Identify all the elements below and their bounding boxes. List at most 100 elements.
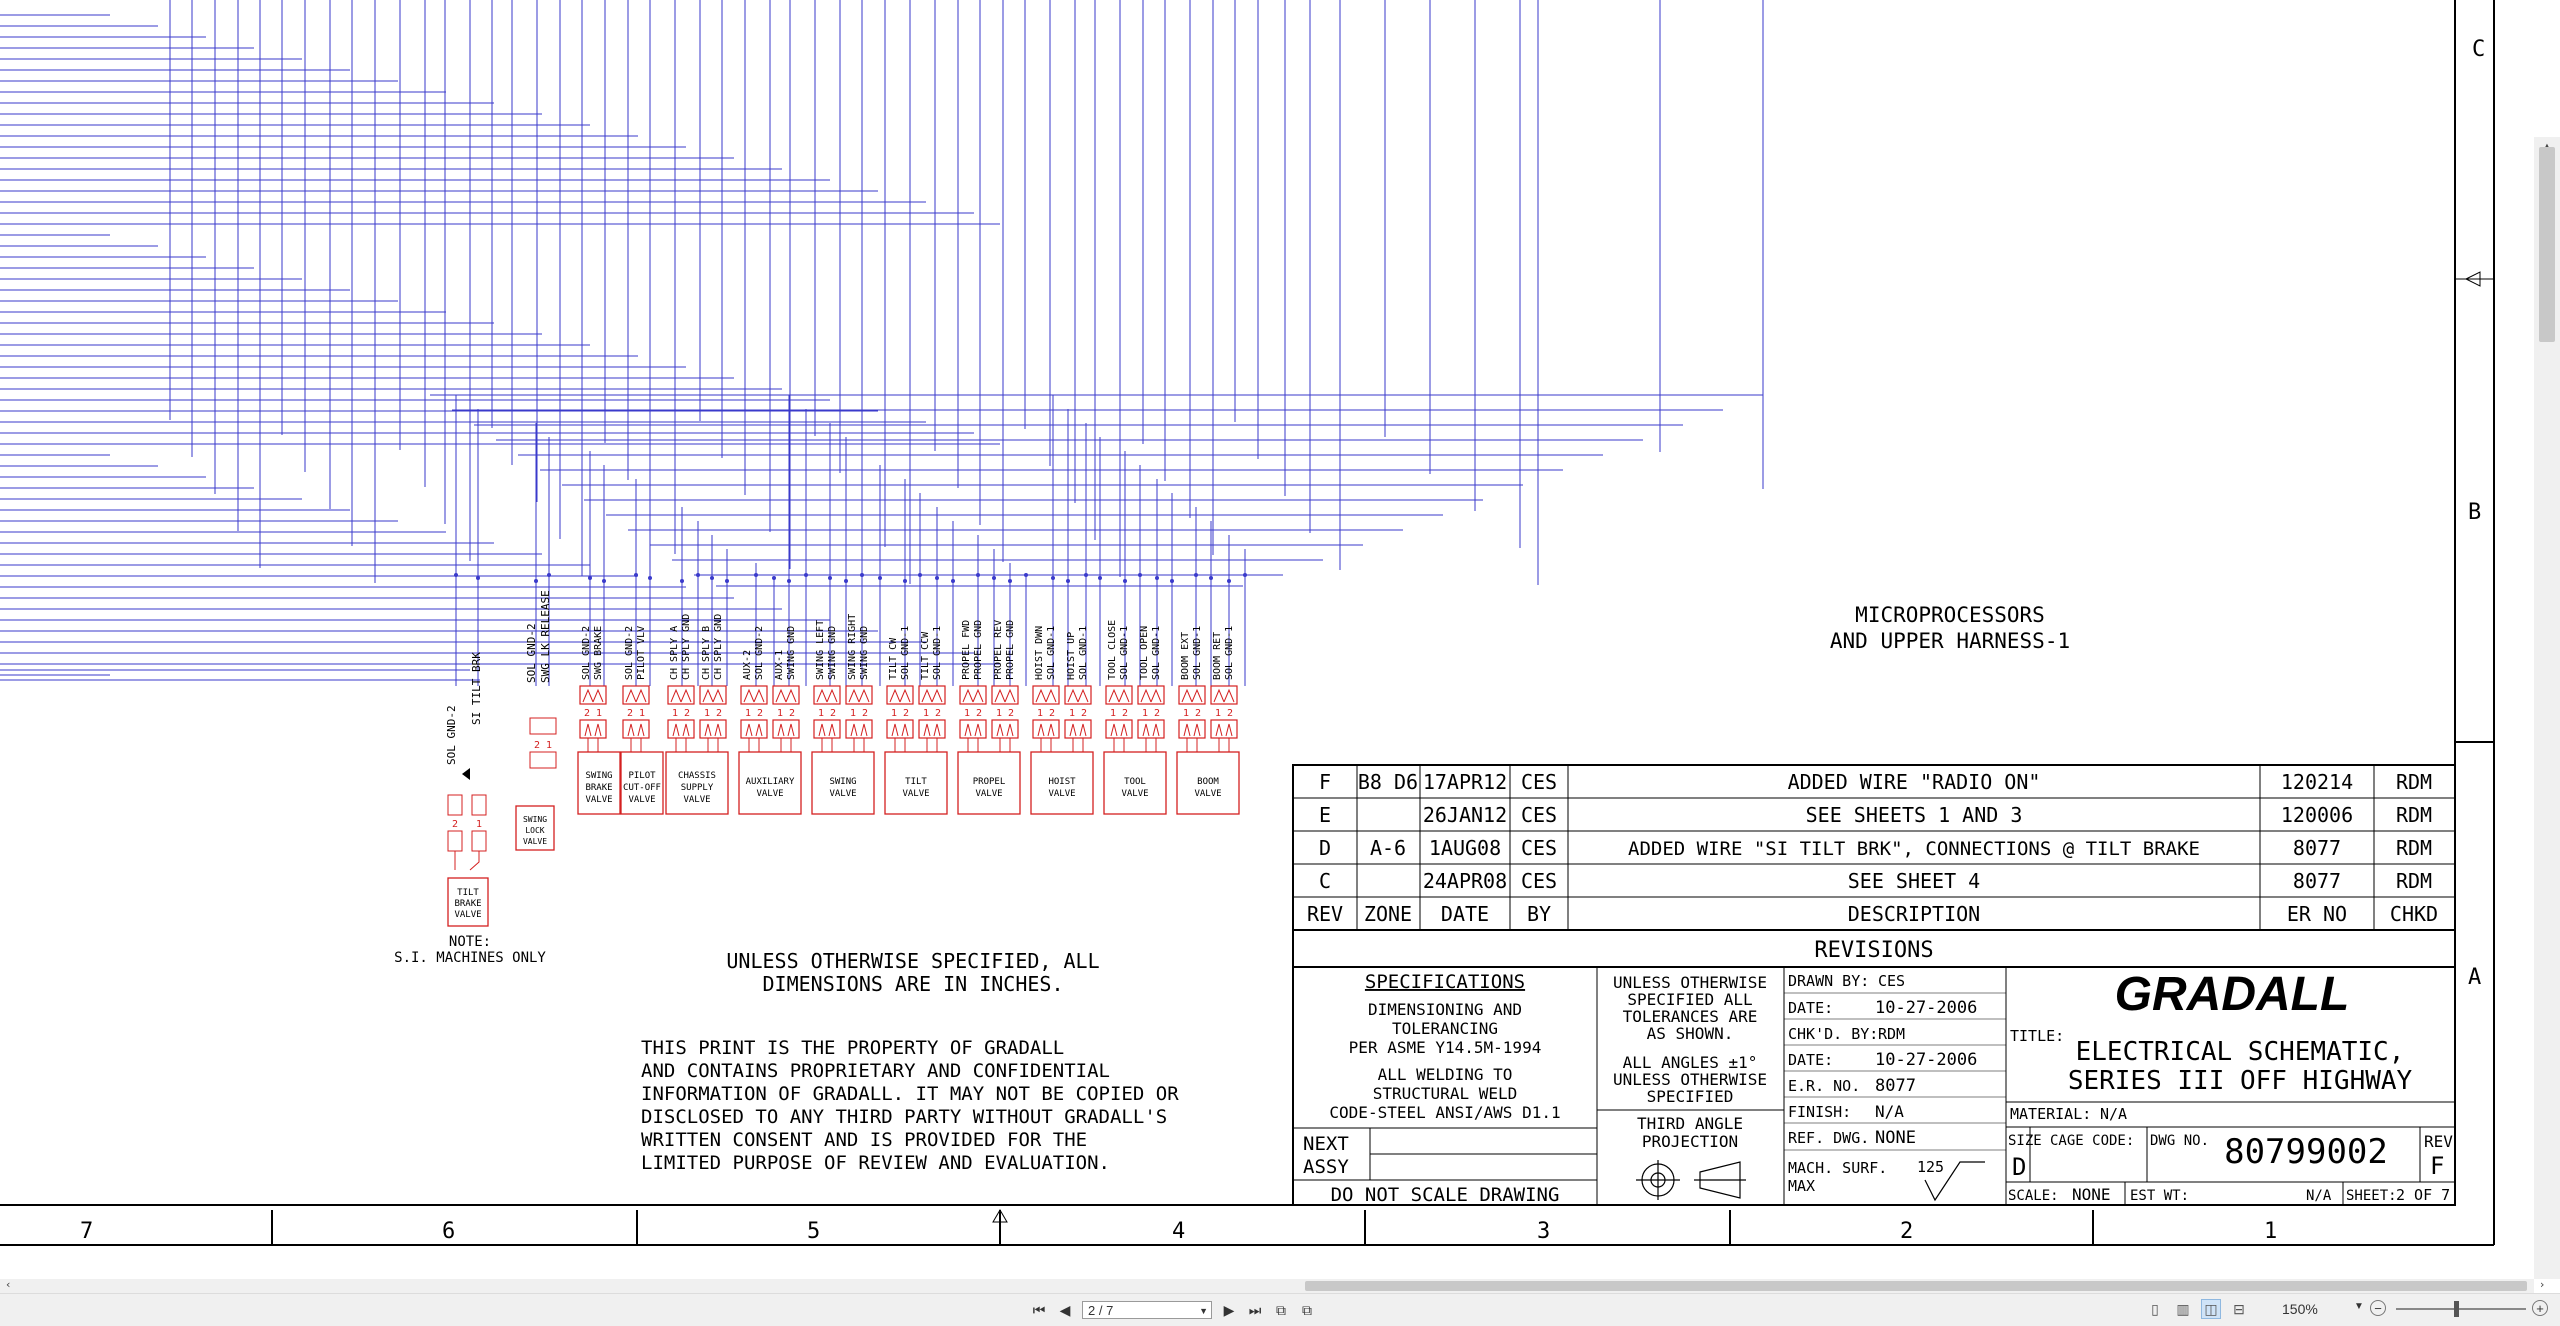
connector-plug: [471, 794, 487, 816]
column-number-7: 7: [80, 1219, 93, 1244]
scroll-left-icon[interactable]: ‹: [6, 1278, 11, 1291]
connector-plug: [991, 685, 1019, 705]
by-cell: CES: [1521, 836, 1557, 860]
valve-label: VALVE: [1121, 789, 1148, 799]
valve-label: AUXILIARY: [746, 777, 795, 787]
microprocessor-title-line2: AND UPPER HARNESS-1: [1830, 629, 2070, 653]
wire-label: PROPEL GND: [973, 620, 984, 680]
wire-label: SWING GND: [786, 626, 797, 680]
spec-line: PER ASME Y14.5M-1994: [1349, 1038, 1542, 1057]
wire-junction: [1051, 576, 1055, 580]
pin-label: 1 2: [818, 708, 836, 719]
pin-label: 1 2: [1069, 708, 1087, 719]
sheet-label: SHEET:: [2346, 1188, 2397, 1204]
column-number-4: 4: [1172, 1219, 1185, 1244]
scroll-right-icon[interactable]: ›: [2540, 1278, 2545, 1291]
date-value: 10-27-2006: [1875, 1050, 1977, 1070]
connector-plug: [447, 794, 463, 816]
horizontal-scroll-thumb[interactable]: [1305, 1281, 2527, 1291]
wire-label: TILT CW: [888, 637, 899, 680]
page-number-value: 2 / 7: [1088, 1303, 1114, 1318]
split-view-icon[interactable]: ⊟: [2233, 1301, 2245, 1317]
wire-label: CH SPLY GND: [681, 614, 692, 680]
tolerance-line: ALL ANGLES ±1°: [1623, 1053, 1758, 1072]
next-view-icon[interactable]: ⧉: [1302, 1302, 1312, 1318]
chevron-down-icon[interactable]: ▼: [1199, 1306, 1208, 1316]
connector-socket: [1137, 719, 1165, 739]
valve-label: VALVE: [523, 837, 547, 846]
vertical-scroll-thumb[interactable]: [2539, 147, 2555, 342]
connector-pin-icon: [627, 723, 645, 737]
wire-junction: [1008, 579, 1012, 583]
date-label: DATE:: [1788, 999, 1833, 1017]
pin-label: 2 1: [584, 708, 602, 719]
valve-label: CUT-OFF: [623, 783, 661, 793]
connector-socket: [699, 719, 727, 739]
drawn-by-value: CES: [1878, 972, 1905, 990]
continuous-page-icon[interactable]: ▥: [2176, 1301, 2190, 1317]
wire-junction: [534, 579, 538, 583]
pin-label: 1 2: [1142, 708, 1160, 719]
valve-label: SUPPLY: [681, 783, 714, 793]
wire-junction: [476, 576, 480, 580]
next-assy-label: ASSY: [1303, 1156, 1349, 1178]
chkd-cell: RDM: [2396, 836, 2432, 860]
tolerance-line: UNLESS OTHERWISE: [1613, 973, 1767, 992]
revisions-title: REVISIONS: [1814, 938, 1933, 963]
previous-page-icon[interactable]: ◀: [1059, 1302, 1071, 1318]
spec-line: ALL WELDING TO: [1378, 1065, 1513, 1084]
material-label: MATERIAL:: [2010, 1105, 2091, 1123]
er-no-value: 8077: [1875, 1076, 1916, 1096]
property-notice-line: WRITTEN CONSENT AND IS PROVIDED FOR THE: [641, 1129, 1087, 1151]
connector-plug: [1178, 685, 1206, 705]
connector-pin-icon: [1037, 723, 1055, 737]
zoom-level[interactable]: 150%: [2282, 1301, 2318, 1317]
page-number-field[interactable]: 2 / 7 ▼: [1082, 1301, 1212, 1319]
date-cell: 17APR12: [1423, 770, 1507, 794]
connector-plug: [1064, 685, 1092, 705]
connector-socket: [1105, 719, 1133, 739]
valve-label: TOOL: [1124, 777, 1146, 787]
zoom-in-icon[interactable]: +: [2532, 1300, 2548, 1316]
zoom-out-icon[interactable]: −: [2370, 1300, 2386, 1316]
connector-socket: [1064, 719, 1092, 739]
wire-junction: [935, 576, 939, 580]
viewer-status-bar: ⏮ ◀ 2 / 7 ▼ ▶ ⏭ ⧉ ⧉ ▯ ▥ ◫ ⊟ 150% ▼ − +: [0, 1293, 2560, 1326]
zoom-chevron-down-icon[interactable]: ▼: [2354, 1301, 2364, 1312]
surface-finish-icon: [1924, 1161, 1985, 1202]
description-cell: SEE SHEETS 1 AND 3: [1806, 803, 2023, 827]
zoom-slider[interactable]: [2396, 1308, 2526, 1310]
wire-label: SWING LEFT: [815, 620, 826, 680]
single-page-icon[interactable]: ▯: [2151, 1301, 2159, 1317]
connector-plug: [918, 685, 946, 705]
wire-junction: [844, 579, 848, 583]
zoom-slider-thumb[interactable]: [2454, 1301, 2459, 1317]
tolerance-line: SPECIFIED ALL: [1627, 990, 1752, 1009]
column-number-1: 1: [2264, 1219, 2277, 1244]
header-chkd: CHKD: [2390, 902, 2438, 926]
two-page-icon[interactable]: ◫: [2201, 1299, 2221, 1319]
pin-label: 1 2: [923, 708, 941, 719]
er-no-cell: 8077: [2293, 836, 2341, 860]
by-cell: CES: [1521, 770, 1557, 794]
wire-label: SOL GND-1: [900, 626, 911, 680]
pin-label: 1 2: [891, 708, 909, 719]
wire-label: SOL GND-1: [1224, 626, 1235, 680]
connector-plug: [959, 685, 987, 705]
valve-body: [884, 751, 948, 815]
pin-label: 2 1: [534, 740, 552, 751]
first-page-icon[interactable]: ⏮: [1032, 1302, 1046, 1318]
wire-label: SWING GND: [859, 626, 870, 680]
wire-label: PROPEL GND: [1005, 620, 1016, 680]
last-page-icon[interactable]: ⏭: [1248, 1302, 1262, 1318]
size-label: SIZE: [2008, 1133, 2042, 1149]
connector-plug: [772, 685, 800, 705]
zone-cell: A-6: [1370, 836, 1406, 860]
previous-view-icon[interactable]: ⧉: [1276, 1302, 1286, 1318]
projection-label: PROJECTION: [1642, 1132, 1738, 1151]
valve-body: [577, 751, 621, 815]
wire-junction: [588, 576, 592, 580]
connector-pin-icon: [818, 723, 836, 737]
next-page-icon[interactable]: ▶: [1223, 1302, 1235, 1318]
